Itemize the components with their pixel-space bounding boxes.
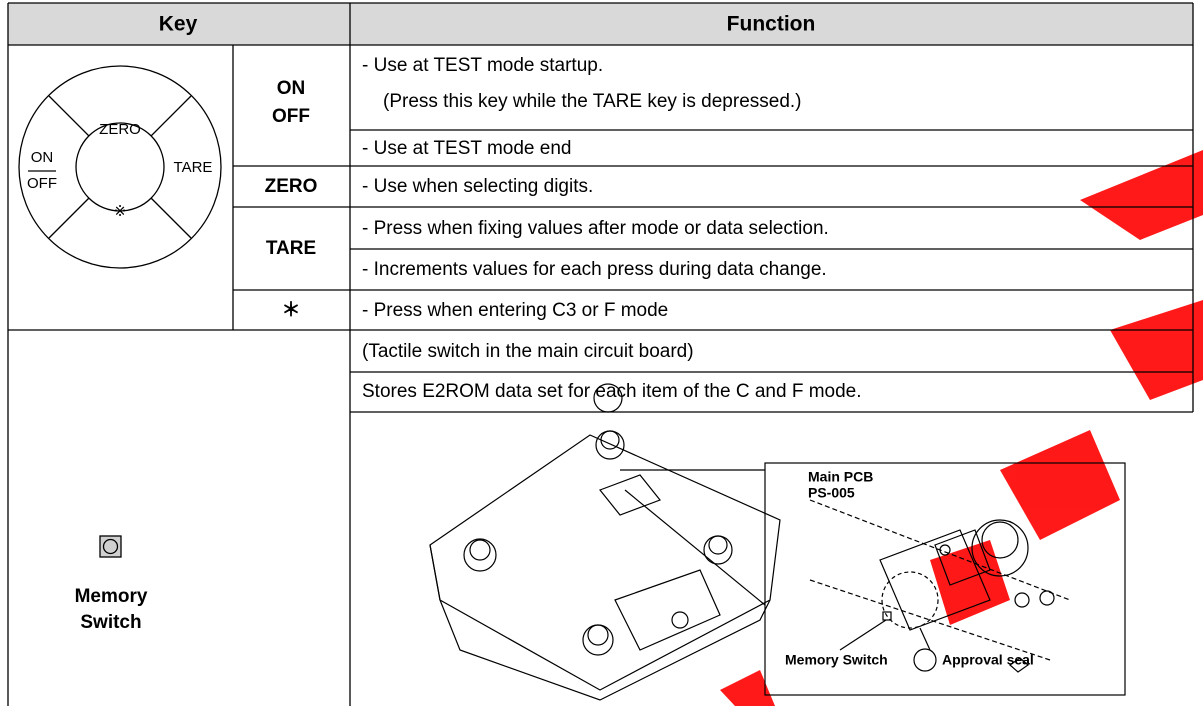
function-text: (Tactile switch in the main circuit boar… [362,341,694,362]
keypad-icon [18,65,222,269]
function-text: Stores E2ROM data set for each item of t… [362,381,862,402]
switch-icon-button [102,538,119,555]
keypad-tare: TARE [174,159,213,176]
key-label: TARE [266,238,316,259]
key-label: ZERO [265,176,318,197]
function-text: - Increments values for each press durin… [362,259,827,280]
header-key: Key [159,13,198,36]
illustration-label: Approval seal [942,652,1034,668]
keypad-on: ON [31,149,54,166]
memory-label: Memory [75,586,148,607]
function-text: - Use at TEST mode startup. [362,55,603,76]
scale-illustration [429,383,1126,701]
header-bg [8,3,1193,45]
key-label: ＊ [281,300,300,321]
function-text: - Use at TEST mode end [362,138,571,159]
table-grid [7,2,1194,706]
function-text: (Press this key while the TARE key is de… [383,91,802,112]
function-text: - Press when fixing values after mode or… [362,218,829,239]
illustration-label: PS-005 [808,485,855,501]
keypad-off: OFF [27,175,57,192]
function-text: - Use when selecting digits. [362,176,593,197]
illustration-label: Main PCB [808,469,873,485]
keypad-star: ※ [114,203,127,220]
key-label: ON [277,78,306,99]
keypad-zero: ZERO [99,121,141,138]
function-text: - Press when entering C3 or F mode [362,300,668,321]
illustration-label: Memory Switch [785,652,888,668]
header-function: Function [727,13,816,36]
memory-label: Switch [80,612,141,633]
watermark [720,150,1203,706]
key-label: OFF [272,106,310,127]
